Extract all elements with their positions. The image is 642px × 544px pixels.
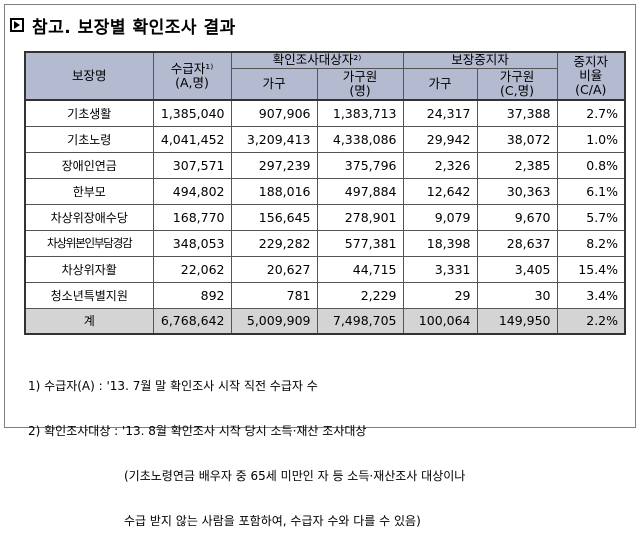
cell-stopped-households: 9,079 [402,203,478,231]
cell-stopped-households: 12,642 [402,177,478,205]
row-name: 한부모 [24,177,154,205]
header-ratio: 중지자 비율 (C/A) [556,51,626,101]
header-target-members-sub: (명) [349,82,371,98]
row-name: 차상위본인부담경감 [24,229,154,257]
total-target-members: 7,498,705 [316,307,404,335]
total-ratio: 2.2% [556,307,626,335]
cell-stopped-households: 3,331 [402,255,478,283]
header-target-group: 확인조사대상자²⁾ [230,51,404,69]
cell-target-households: 297,239 [230,151,318,179]
cell-stopped-households: 29,942 [402,125,478,153]
cell-target-households: 156,645 [230,203,318,231]
cell-target-members: 44,715 [316,255,404,283]
cell-stopped-members: 9,670 [476,203,558,231]
results-table: 보장명 수급자¹⁾ (A,명) 확인조사대상자²⁾ 보장중지자 중지자 비율 (… [24,51,627,335]
header-stopped-members: 가구원 (C,명) [476,67,558,101]
cell-target-members: 278,901 [316,203,404,231]
cell-target-households: 781 [230,281,318,309]
cell-recipients: 892 [152,281,232,309]
row-name: 차상위장애수당 [24,203,154,231]
header-ratio-l2: 비율 [579,68,603,83]
cell-stopped-members: 38,072 [476,125,558,153]
header-ratio-sub: (C/A) [575,82,607,97]
cell-target-members: 4,338,086 [316,125,404,153]
cell-stopped-members: 30 [476,281,558,309]
header-stopped-group: 보장중지자 [402,51,558,69]
row-name: 청소년특별지원 [24,281,154,309]
cell-recipients: 307,571 [152,151,232,179]
cell-stopped-households: 24,317 [402,99,478,127]
footnotes: 1) 수급자(A) : '13. 7월 말 확인조사 시작 직전 수급자 수 2… [28,349,465,544]
footnote-2-line3: 수급 받지 않는 사람을 포함하여, 수급자 수와 다를 수 있음) [124,514,421,528]
footnote-2-line2: (기초노령연금 배우자 중 65세 미만인 자 등 소득·재산조사 대상이나 [124,469,466,483]
header-target-members-label: 가구원 [342,68,378,84]
total-stopped-members: 149,950 [476,307,558,335]
cell-ratio: 2.7% [556,99,626,127]
total-row: 계 6,768,642 5,009,909 7,498,705 100,064 … [24,307,626,335]
header-recipients: 수급자¹⁾ (A,명) [152,51,232,101]
cell-recipients: 348,053 [152,229,232,257]
cell-ratio: 6.1% [556,177,626,205]
cell-target-households: 188,016 [230,177,318,205]
cell-recipients: 1,385,040 [152,99,232,127]
cell-ratio: 3.4% [556,281,626,309]
cell-stopped-members: 30,363 [476,177,558,205]
cell-ratio: 0.8% [556,151,626,179]
table-row: 장애인연금 307,571 297,239 375,796 2,326 2,38… [24,151,626,179]
cell-ratio: 15.4% [556,255,626,283]
cell-stopped-members: 28,637 [476,229,558,257]
table-row: 차상위자활 22,062 20,627 44,715 3,331 3,405 1… [24,255,626,283]
table-row: 한부모 494,802 188,016 497,884 12,642 30,36… [24,177,626,205]
header-program: 보장명 [24,51,154,101]
cell-recipients: 22,062 [152,255,232,283]
row-name: 기초생활 [24,99,154,127]
title-row: 참고. 보장별 확인조사 결과 [10,12,236,38]
table-row: 기초생활 1,385,040 907,906 1,383,713 24,317 … [24,99,626,127]
cell-stopped-members: 37,388 [476,99,558,127]
total-label: 계 [24,307,154,335]
cell-recipients: 4,041,452 [152,125,232,153]
table-row: 차상위장애수당 168,770 156,645 278,901 9,079 9,… [24,203,626,231]
table-row: 차상위본인부담경감 348,053 229,282 577,381 18,398… [24,229,626,257]
row-name: 장애인연금 [24,151,154,179]
cell-target-members: 375,796 [316,151,404,179]
cell-target-members: 577,381 [316,229,404,257]
total-target-households: 5,009,909 [230,307,318,335]
table-row: 기초노령 4,041,452 3,209,413 4,338,086 29,94… [24,125,626,153]
header-recipients-label: 수급자¹⁾ [170,61,214,76]
cell-stopped-members: 2,385 [476,151,558,179]
cell-stopped-households: 18,398 [402,229,478,257]
cell-stopped-households: 29 [402,281,478,309]
header-recipients-sub: (A,명) [175,75,209,90]
cell-ratio: 1.0% [556,125,626,153]
cell-target-members: 1,383,713 [316,99,404,127]
cell-target-households: 20,627 [230,255,318,283]
header-ratio-l1: 중지자 [573,54,609,69]
total-recipients: 6,768,642 [152,307,232,335]
page-title: 참고. 보장별 확인조사 결과 [32,17,236,38]
cell-stopped-households: 2,326 [402,151,478,179]
header-stopped-members-label: 가구원 [499,68,535,84]
cell-target-households: 229,282 [230,229,318,257]
header-stopped-households: 가구 [402,67,478,101]
cell-ratio: 8.2% [556,229,626,257]
cell-target-households: 3,209,413 [230,125,318,153]
header-stopped-members-sub: (C,명) [500,82,534,98]
row-name: 차상위자활 [24,255,154,283]
cell-ratio: 5.7% [556,203,626,231]
total-stopped-households: 100,064 [402,307,478,335]
header-target-members: 가구원 (명) [316,67,404,101]
cell-target-members: 497,884 [316,177,404,205]
cell-target-members: 2,229 [316,281,404,309]
table-row: 청소년특별지원 892 781 2,229 29 30 3.4% [24,281,626,309]
arrow-box-icon [10,18,24,32]
document-frame [4,4,636,428]
cell-recipients: 494,802 [152,177,232,205]
header-target-households: 가구 [230,67,318,101]
row-name: 기초노령 [24,125,154,153]
cell-stopped-members: 3,405 [476,255,558,283]
footnote-1: 1) 수급자(A) : '13. 7월 말 확인조사 시작 직전 수급자 수 [28,379,318,393]
cell-target-households: 907,906 [230,99,318,127]
cell-recipients: 168,770 [152,203,232,231]
